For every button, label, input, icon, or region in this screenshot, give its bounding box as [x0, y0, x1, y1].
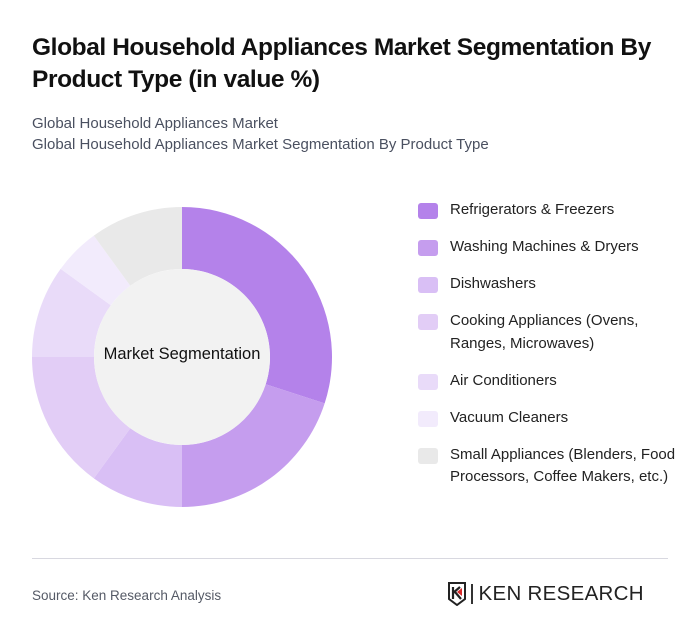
donut-segment: [182, 384, 325, 507]
legend-swatch: [418, 240, 438, 256]
ken-research-logo: KEN RESEARCH: [447, 582, 644, 606]
donut-center-label: Market Segmentation: [103, 345, 261, 363]
logo-text: KEN RESEARCH: [478, 582, 644, 605]
donut-segment: [93, 207, 182, 286]
donut-segment: [93, 428, 182, 507]
donut-hole: [94, 269, 270, 445]
legend-item: Vacuum Cleaners: [418, 407, 678, 430]
chart-title: Global Household Appliances Market Segme…: [32, 34, 651, 93]
legend-swatch: [418, 314, 438, 330]
legend-label: Vacuum Cleaners: [450, 408, 569, 426]
footer-divider: [32, 558, 668, 559]
legend-item: Small Appliances (Blenders, Food Process…: [418, 444, 678, 489]
chart-legend: Refrigerators & Freezers Washing Machines…: [418, 199, 678, 503]
donut-segment: [60, 235, 131, 306]
legend-label: Cooking Appliances (Ovens, Ranges, Micro…: [450, 312, 639, 352]
chart-subtitle: Global Household Appliances Market Globa…: [32, 113, 489, 155]
legend-label: Washing Machines & Dryers: [450, 238, 639, 255]
legend-swatch: [418, 447, 438, 464]
legend-item: Cooking Appliances (Ovens, Ranges, Micro…: [418, 310, 678, 355]
legend-label: Small Appliances (Blenders, Food Process…: [450, 445, 676, 486]
ken-research-shield-icon: [448, 582, 466, 606]
legend-swatch: [418, 410, 438, 427]
legend-item: Air Conditioners: [418, 370, 678, 393]
subtitle-line-2: Global Household Appliances Market Segme…: [32, 136, 489, 153]
donut-segment: [32, 357, 131, 479]
source-note: Source: Ken Research Analysis: [32, 588, 222, 603]
logo-divider: [471, 584, 473, 604]
subtitle-line-1: Global Household Appliances Market: [32, 115, 278, 132]
legend-item: Dishwashers: [418, 273, 678, 296]
legend-label: Refrigerators & Freezers: [450, 201, 615, 218]
donut-segment: [182, 207, 332, 404]
donut-chart: [32, 207, 332, 507]
legend-label: Dishwashers: [450, 275, 536, 292]
legend-label: Air Conditioners: [450, 371, 557, 389]
legend-swatch: [418, 277, 438, 293]
legend-swatch: [418, 203, 438, 219]
legend-item: Washing Machines & Dryers: [418, 236, 678, 259]
donut-segment: [32, 268, 111, 357]
legend-item: Refrigerators & Freezers: [418, 199, 678, 222]
legend-swatch: [418, 373, 438, 390]
